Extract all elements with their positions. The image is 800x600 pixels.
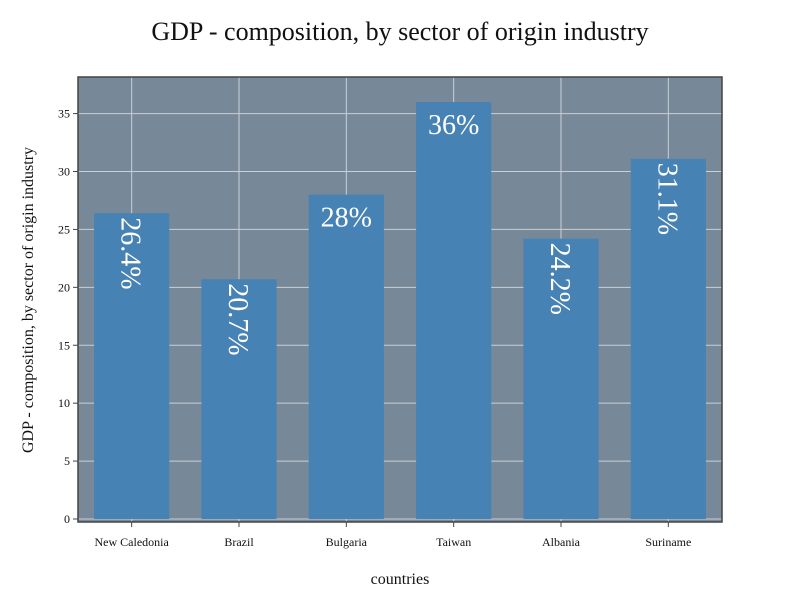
bar-value-label: 28% (321, 203, 372, 234)
x-tick-label: Albania (542, 535, 581, 549)
bar (308, 194, 384, 519)
x-tick-label: Taiwan (436, 535, 471, 549)
y-tick-label: 10 (58, 396, 70, 410)
y-axis-label: GDP - composition, by sector of origin i… (20, 147, 37, 453)
plot-frame (77, 76, 723, 523)
y-tick-label: 35 (58, 107, 70, 121)
bar (523, 238, 599, 519)
y-tick-label: 25 (58, 222, 70, 236)
x-tick-label: Bulgaria (326, 535, 368, 549)
bar-value-label: 36% (428, 110, 479, 141)
bar-value-label: 20.7% (222, 283, 253, 355)
x-axis-label: countries (371, 571, 430, 588)
bars (94, 102, 706, 519)
y-tick-label: 20 (58, 280, 70, 294)
y-tick-label: 5 (64, 454, 70, 468)
bar (94, 213, 170, 519)
bar (416, 102, 492, 519)
x-axis: New Caledonia Brazil Bulgaria Taiwan Albania… (95, 522, 691, 549)
y-tick-label: 15 (58, 338, 70, 352)
x-tick-label: Suriname (645, 535, 691, 549)
bar-value-label: 24.2% (544, 243, 575, 315)
bar (201, 279, 277, 519)
y-tick-label: 30 (58, 165, 70, 179)
bar-value-label: 31.1% (651, 163, 682, 235)
y-tick-label: 0 (64, 512, 70, 526)
y-axis: 0 5 10 15 20 25 30 35 (58, 107, 78, 526)
plot-area (78, 77, 722, 522)
x-tick-label: New Caledonia (95, 535, 170, 549)
x-tick-label: Brazil (224, 535, 254, 549)
bar (630, 158, 706, 519)
bar-labels: 26.4% 20.7% 28% 36% 24.2% 31.1% (115, 110, 683, 356)
bar-value-label: 26.4% (115, 217, 146, 289)
chart-title: GDP - composition, by sector of origin i… (151, 17, 648, 46)
